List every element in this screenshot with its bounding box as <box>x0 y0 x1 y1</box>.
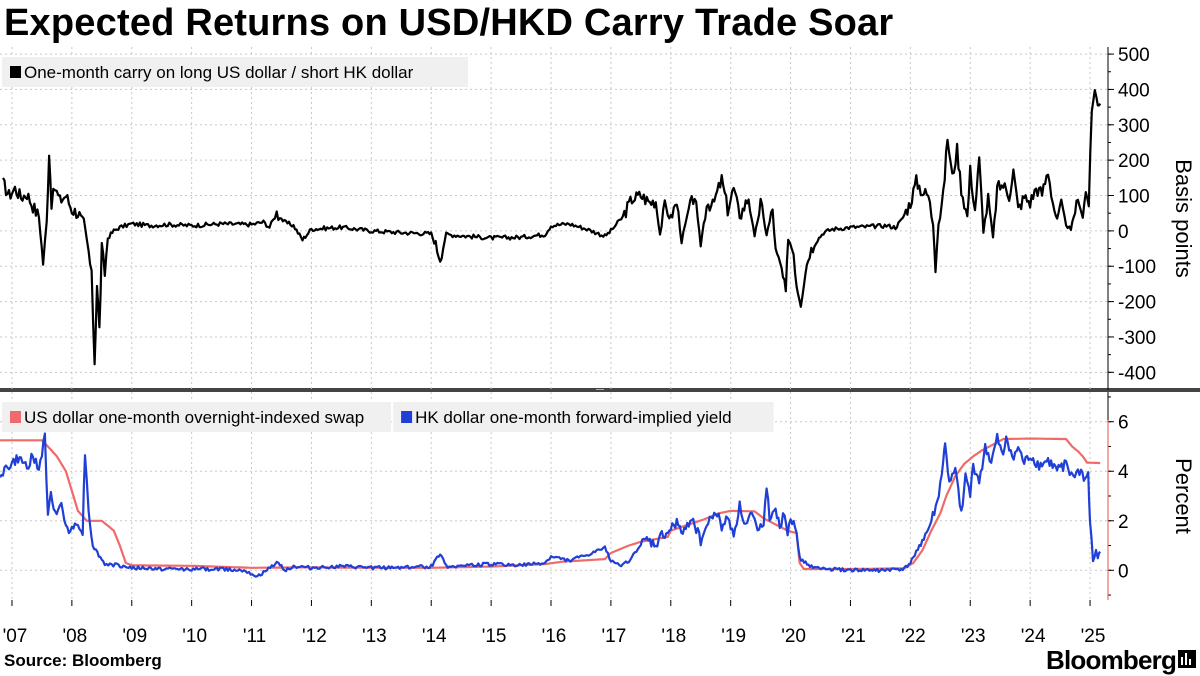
series-line-2-2 <box>0 432 1102 578</box>
y-axis-label: Basis points <box>1171 159 1196 278</box>
chart-panel-2: 6 4 2 0 Percent US dollar one-month overnight… <box>0 392 1196 600</box>
x-tick-label: '11 <box>243 626 266 647</box>
x-tick-label: '18 <box>661 626 686 647</box>
y-tick-label: -100 <box>1118 257 1156 278</box>
y-tick-label: 300 <box>1118 116 1150 137</box>
y-tick-label: 0 <box>1118 561 1129 582</box>
x-tick-label: '23 <box>961 626 986 647</box>
x-tick-label: '14 <box>422 626 447 647</box>
x-tick-label: '09 <box>122 626 147 647</box>
x-tick-label: '19 <box>721 626 746 647</box>
y-tick-label: 400 <box>1118 80 1150 101</box>
y-tick-label: 0 <box>1118 222 1129 243</box>
x-tick-label: '08 <box>62 626 87 647</box>
x-tick-label: '21 <box>841 626 866 647</box>
y-tick-label: -200 <box>1118 293 1156 314</box>
y-tick-label: 4 <box>1118 462 1129 483</box>
source-note: Source: Bloomberg <box>4 651 162 670</box>
x-tick-label: '22 <box>901 626 926 647</box>
legend-label: HK dollar one-month forward-implied yiel… <box>415 408 732 427</box>
legend-swatch <box>401 411 413 423</box>
legend-swatch <box>10 411 21 423</box>
panel-divider-grip-icon <box>596 389 604 390</box>
x-tick-label: '25 <box>1081 626 1106 647</box>
legend-box <box>2 402 392 432</box>
bloomberg-logo: Bloomberg <box>1046 645 1177 675</box>
series-line-1-1 <box>2 89 1102 366</box>
series-line-2-1 <box>0 437 1101 571</box>
y-tick-label: 200 <box>1118 151 1150 172</box>
y-tick-label: 2 <box>1118 512 1129 533</box>
y-tick-label: 100 <box>1118 187 1150 208</box>
y-tick-label: -300 <box>1118 328 1156 349</box>
x-tick-label: '24 <box>1021 626 1046 647</box>
legend-label: One-month carry on long US dollar / shor… <box>24 63 414 82</box>
legend-box <box>393 402 774 432</box>
x-tick-label: '15 <box>482 626 507 647</box>
x-tick-label: '20 <box>781 626 806 647</box>
x-tick-label: '16 <box>542 626 567 647</box>
chart-title: Expected Returns on USD/HKD Carry Trade … <box>4 2 894 44</box>
chart-panel-1: 500 400 300 200 100 0 -100 -200 -300 -400 Basis po… <box>0 45 1196 390</box>
x-tick-label: '10 <box>182 626 207 647</box>
x-tick-label: '12 <box>302 626 327 647</box>
y-axis-label: Percent <box>1171 458 1196 534</box>
legend-box <box>2 57 469 87</box>
bloomberg-mark-icon <box>1178 650 1196 668</box>
legend-label: US dollar one-month overnight-indexed sw… <box>24 408 364 427</box>
y-tick-label: 6 <box>1118 413 1129 434</box>
x-tick-label: '17 <box>602 626 627 647</box>
y-tick-label: 500 <box>1118 45 1150 66</box>
legend-swatch <box>10 66 21 78</box>
x-tick-label: '13 <box>362 626 387 647</box>
x-tick-label: '07 <box>3 626 28 647</box>
y-tick-label: -400 <box>1118 363 1156 384</box>
